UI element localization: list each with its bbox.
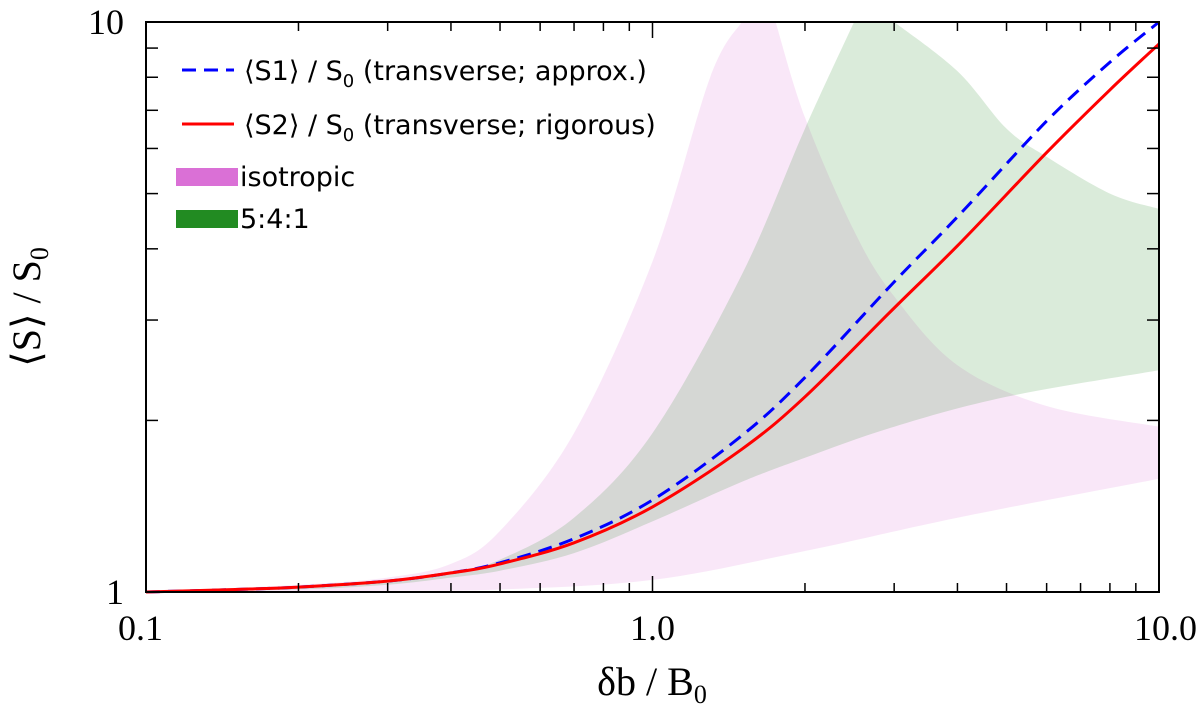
y-tick-label: 1 xyxy=(106,572,124,612)
bands xyxy=(146,22,1159,592)
legend-label-s2-sub: 0 xyxy=(343,125,354,146)
legend-label-s1-post: (transverse; approx.) xyxy=(354,56,647,87)
legend-label-s2: ⟨S2⟩ / S0 (transverse; rigorous) xyxy=(244,110,656,146)
legend-label-s2-post: (transverse; rigorous) xyxy=(354,110,656,141)
band-541 xyxy=(146,22,1159,592)
legend: ⟨S1⟩ / S0 (transverse; approx.) ⟨S2⟩ / S… xyxy=(176,56,656,235)
y-axis-label: ⟨S⟩ / S0 xyxy=(4,247,54,367)
legend-label-s1: ⟨S1⟩ / S0 (transverse; approx.) xyxy=(244,56,647,92)
legend-label-s1-main: ⟨S1⟩ / S xyxy=(244,56,343,87)
curves xyxy=(145,20,1161,594)
legend-swatch-isotropic xyxy=(176,168,238,186)
x-tick-labels: 0.1 1.0 10.0 xyxy=(118,608,1197,648)
legend-label-541: 5:4:1 xyxy=(240,204,310,235)
y-axis-label-main: ⟨S⟩ / S xyxy=(4,260,49,367)
plot-frame xyxy=(145,21,1160,593)
legend-item-isotropic: isotropic xyxy=(176,162,355,193)
legend-item-s2: ⟨S2⟩ / S0 (transverse; rigorous) xyxy=(182,110,656,146)
x-axis-label: δb / B0 xyxy=(597,659,707,705)
x-tick-label: 1.0 xyxy=(630,608,675,648)
x-axis-label-main: δb / B xyxy=(597,659,694,704)
series-line-s2 xyxy=(145,42,1161,594)
y-axis-label-sub: 0 xyxy=(25,247,54,260)
band-isotropic xyxy=(146,22,1159,592)
x-tick-label: 10.0 xyxy=(1134,608,1197,648)
legend-label-s1-sub: 0 xyxy=(343,71,354,92)
legend-item-s1: ⟨S1⟩ / S0 (transverse; approx.) xyxy=(182,56,647,92)
legend-label-isotropic: isotropic xyxy=(240,162,355,193)
y-tick-labels: 1 10 xyxy=(88,2,124,612)
legend-swatch-541 xyxy=(176,210,238,228)
legend-item-541: 5:4:1 xyxy=(176,204,310,235)
x-axis-label-sub: 0 xyxy=(694,680,707,705)
y-tick-label: 10 xyxy=(88,2,124,42)
legend-label-s2-main: ⟨S2⟩ / S xyxy=(244,110,343,141)
series-line-s1 xyxy=(145,20,1160,594)
x-tick-label: 0.1 xyxy=(118,608,163,648)
